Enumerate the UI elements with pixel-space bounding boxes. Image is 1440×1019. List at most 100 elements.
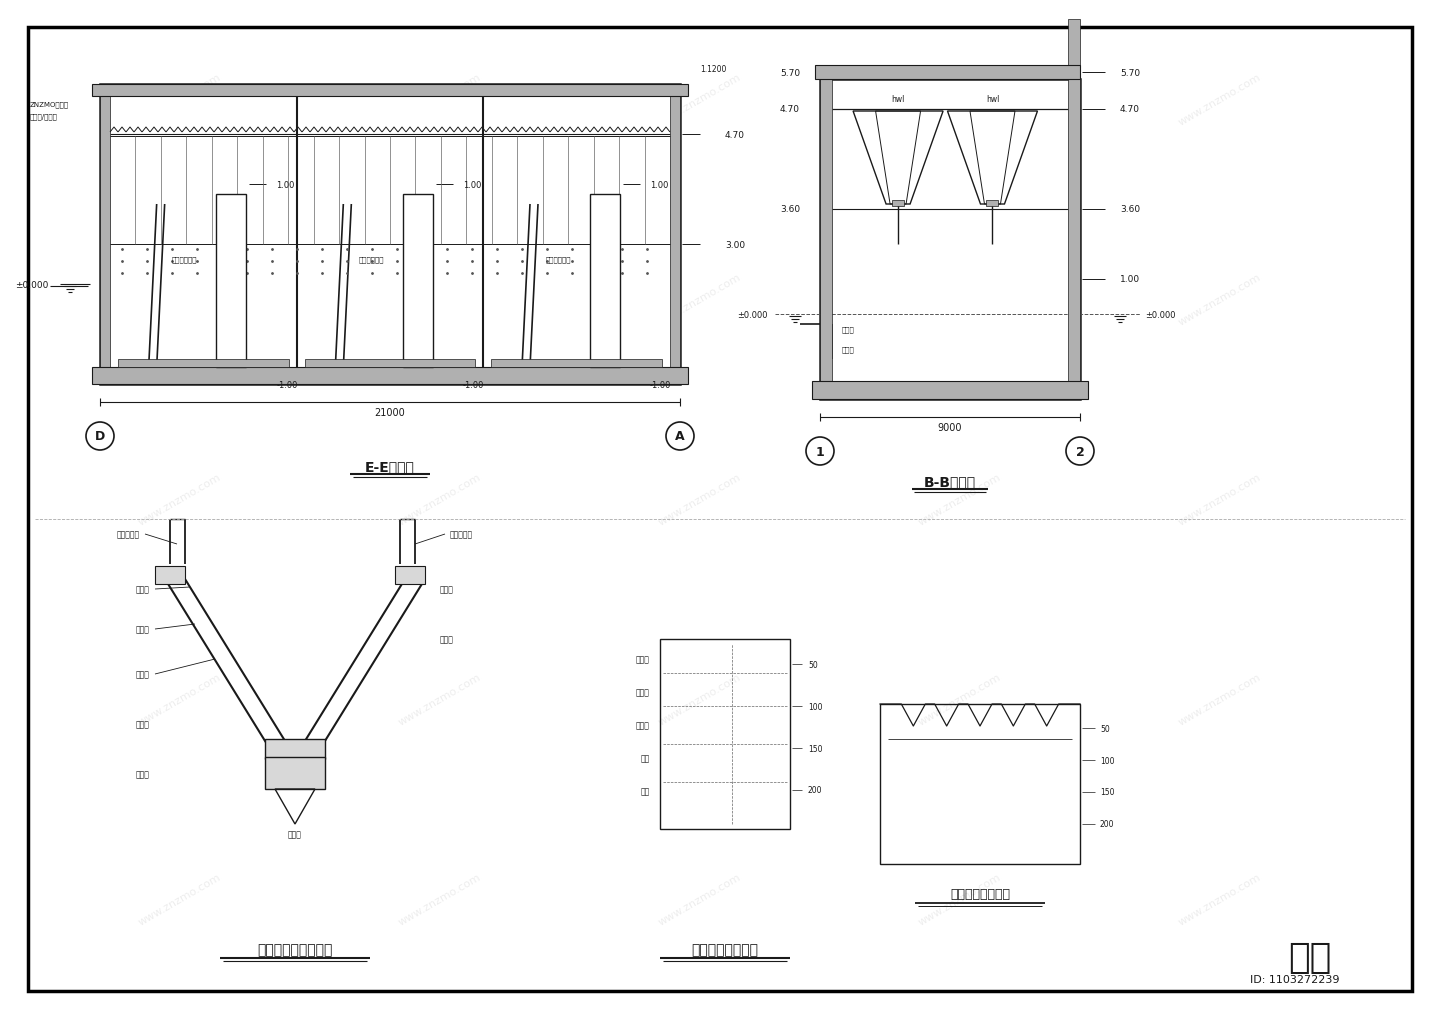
Text: 150: 150: [1100, 788, 1115, 797]
Text: 排泥斗: 排泥斗: [288, 829, 302, 839]
Text: -1.00: -1.00: [649, 380, 671, 389]
Bar: [589, 195, 619, 368]
Bar: [265, 757, 325, 790]
Text: www.znzmo.com: www.znzmo.com: [397, 871, 482, 927]
Text: 汇集管: 汇集管: [441, 635, 454, 644]
Text: 汇集槽: 汇集槽: [137, 719, 150, 729]
Text: 下稳板: 下稳板: [137, 769, 150, 779]
Text: 9000: 9000: [937, 423, 962, 433]
Bar: [660, 639, 791, 829]
Text: 三相分离大管: 三相分离大管: [359, 257, 384, 263]
Circle shape: [806, 437, 834, 466]
Text: www.znzmo.com: www.znzmo.com: [657, 871, 743, 927]
Text: 1.00: 1.00: [649, 180, 668, 190]
Text: 200: 200: [808, 786, 822, 795]
Text: www.znzmo.com: www.znzmo.com: [657, 272, 743, 327]
Text: 3.60: 3.60: [780, 205, 801, 214]
Text: 导流板: 导流板: [137, 625, 150, 634]
Text: www.znzmo.com: www.znzmo.com: [657, 472, 743, 527]
Bar: [92, 368, 688, 384]
Text: -1.00: -1.00: [464, 380, 484, 389]
Text: www.znzmo.com: www.znzmo.com: [1176, 72, 1263, 127]
Text: 溢水堰板制作详图: 溢水堰板制作详图: [950, 888, 1009, 901]
Bar: [99, 85, 680, 384]
Text: www.znzmo.com: www.znzmo.com: [917, 472, 1004, 527]
Text: -1.00: -1.00: [276, 380, 298, 389]
Text: 三相分离器安装详图: 三相分离器安装详图: [258, 943, 333, 956]
Text: 知末: 知末: [1289, 941, 1332, 974]
Text: 5.70: 5.70: [1120, 68, 1140, 77]
Text: 50: 50: [808, 660, 818, 668]
Bar: [893, 201, 904, 207]
Text: www.znzmo.com: www.znzmo.com: [657, 72, 743, 127]
Text: B-B剖面图: B-B剖面图: [924, 475, 976, 488]
Text: 3.60: 3.60: [1120, 205, 1140, 214]
Text: 管道: 管道: [641, 787, 649, 796]
Bar: [880, 704, 1080, 864]
Text: 气体收集管: 气体收集管: [449, 530, 474, 539]
Text: 底板: 底板: [641, 754, 649, 763]
Text: 上稳板: 上稳板: [137, 669, 150, 679]
Text: ±0.000: ±0.000: [14, 280, 48, 289]
Text: D: D: [95, 430, 105, 443]
Text: www.znzmo.com: www.znzmo.com: [137, 472, 223, 527]
Bar: [395, 567, 425, 585]
Bar: [118, 360, 288, 368]
Circle shape: [665, 423, 694, 450]
Text: 4.70: 4.70: [724, 130, 744, 140]
Bar: [265, 739, 325, 759]
Text: www.znzmo.com: www.znzmo.com: [137, 871, 223, 927]
Text: 100: 100: [808, 702, 822, 711]
Text: A: A: [675, 430, 685, 443]
Text: www.znzmo.com: www.znzmo.com: [137, 672, 223, 727]
Text: www.znzmo.com: www.znzmo.com: [397, 272, 482, 327]
Text: 出水口: 出水口: [636, 688, 649, 697]
Text: ID: 1103272239: ID: 1103272239: [1250, 974, 1341, 984]
Text: 集水槽安装制作图: 集水槽安装制作图: [691, 943, 759, 956]
Text: 上沿板: 上沿板: [137, 585, 150, 594]
Bar: [92, 85, 688, 97]
Text: www.znzmo.com: www.znzmo.com: [1176, 871, 1263, 927]
Text: 集水堰/集水槽: 集水堰/集水槽: [30, 113, 58, 120]
Text: www.znzmo.com: www.znzmo.com: [1176, 672, 1263, 727]
Text: 1.00: 1.00: [464, 180, 481, 190]
Bar: [819, 79, 832, 399]
Bar: [305, 360, 475, 368]
Text: 150: 150: [808, 744, 822, 753]
Text: 4.70: 4.70: [1120, 105, 1140, 114]
Bar: [986, 201, 998, 207]
Bar: [670, 85, 680, 384]
Text: 三相分离大管: 三相分离大管: [171, 257, 197, 263]
Text: www.znzmo.com: www.znzmo.com: [657, 672, 743, 727]
Text: ±0.000: ±0.000: [1145, 310, 1175, 319]
Bar: [156, 567, 184, 585]
Text: 三相分离大管: 三相分离大管: [546, 257, 570, 263]
Text: www.znzmo.com: www.znzmo.com: [1176, 272, 1263, 327]
Text: 21000: 21000: [374, 408, 406, 418]
Bar: [109, 137, 670, 245]
Text: 集水槽: 集水槽: [636, 720, 649, 730]
Text: www.znzmo.com: www.znzmo.com: [397, 472, 482, 527]
Text: hwl: hwl: [986, 96, 999, 104]
Text: 1: 1: [815, 445, 824, 459]
Text: ±0.000: ±0.000: [737, 310, 768, 319]
Bar: [815, 66, 1080, 79]
Text: 1.00: 1.00: [1120, 275, 1140, 284]
Text: www.znzmo.com: www.znzmo.com: [917, 72, 1004, 127]
Text: 1.00: 1.00: [276, 180, 295, 190]
Bar: [216, 195, 246, 368]
Text: www.znzmo.com: www.znzmo.com: [917, 871, 1004, 927]
Text: 集水堰: 集水堰: [636, 655, 649, 663]
Circle shape: [1066, 437, 1094, 466]
Text: 4.70: 4.70: [780, 105, 801, 114]
Bar: [491, 360, 662, 368]
Text: 1.1200: 1.1200: [700, 65, 726, 74]
Bar: [1068, 20, 1080, 399]
Text: E-E剖面图: E-E剖面图: [366, 460, 415, 474]
Text: 5.70: 5.70: [780, 68, 801, 77]
Text: www.znzmo.com: www.znzmo.com: [1176, 472, 1263, 527]
Text: 标高管: 标高管: [841, 346, 854, 353]
Text: www.znzmo.com: www.znzmo.com: [917, 672, 1004, 727]
Text: 3.00: 3.00: [724, 240, 744, 250]
Text: www.znzmo.com: www.znzmo.com: [137, 272, 223, 327]
